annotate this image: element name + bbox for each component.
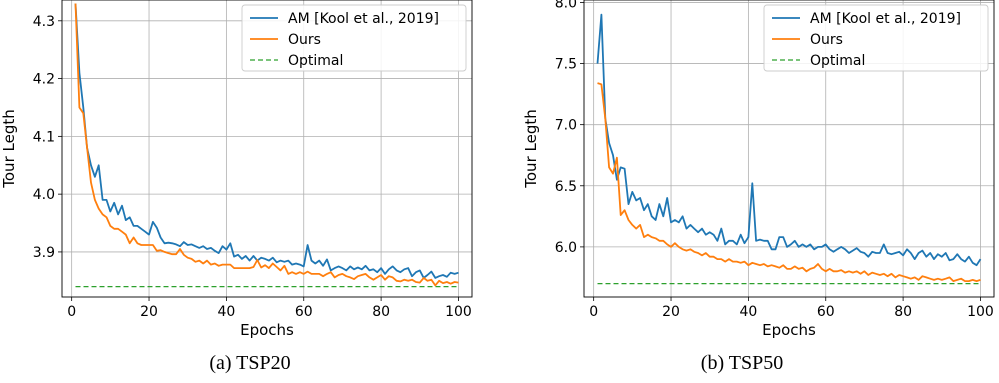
y-tick-label: 7.5 <box>555 57 577 73</box>
x-tick-label: 20 <box>662 304 680 320</box>
legend-label-optimal: Optimal <box>810 53 865 69</box>
legend-label-ours: Ours <box>810 32 843 48</box>
series-line-ours <box>74 3 459 287</box>
chart-panel-tsp50: 0 20 40 60 80 100 6.0 6.5 7.0 7.5 8.0 Epochs Tour Le… <box>500 0 999 383</box>
x-tick-label: 40 <box>217 304 235 320</box>
legend-label-am: AM [Kool et al., 2019] <box>288 11 439 27</box>
x-tick-label: 60 <box>295 304 313 320</box>
y-tick-label: 4.2 <box>33 72 55 88</box>
plot-frame <box>583 0 995 298</box>
legend-box <box>763 4 989 72</box>
series-line-am <box>74 3 459 279</box>
legend-label-optimal: Optimal <box>288 53 343 69</box>
caption-tsp20: (a) TSP20 <box>209 352 291 374</box>
y-tick-label: 6.5 <box>555 179 577 195</box>
x-tick-label: 0 <box>589 304 598 320</box>
legend-box <box>241 4 467 72</box>
y-tick-label: 4.0 <box>33 187 55 203</box>
x-tick-label: 60 <box>817 304 835 320</box>
x-axis-label: Epochs <box>240 321 294 339</box>
y-tick-label: 7.0 <box>555 118 577 134</box>
chart-tsp50: 0 20 40 60 80 100 6.0 6.5 7.0 7.5 8.0 Epochs Tour Le… <box>522 0 995 339</box>
chart-panel-tsp20: 0 20 40 60 80 100 3.9 4.0 4.1 4.2 4.3 Epochs Tour Le… <box>0 0 473 374</box>
x-axis-label: Epochs <box>762 321 816 339</box>
series-line-ours <box>597 82 981 283</box>
chart-tsp20: 0 20 40 60 80 100 3.9 4.0 4.1 4.2 4.3 Epochs Tour Le… <box>0 0 473 339</box>
legend-label-ours: Ours <box>288 32 321 48</box>
x-tick-label: 20 <box>140 304 158 320</box>
legend: AM [Kool et al., 2019] Ours Optimal <box>763 4 989 72</box>
x-tick-label: 80 <box>894 304 912 320</box>
y-tick-label: 4.3 <box>33 14 55 30</box>
y-tick-label: 4.1 <box>33 129 55 145</box>
legend-label-am: AM [Kool et al., 2019] <box>810 11 961 27</box>
x-tick-label: 100 <box>445 304 472 320</box>
y-tick-label: 8.0 <box>555 0 577 11</box>
plot-frame <box>61 0 473 298</box>
y-tick-label: 3.9 <box>33 245 55 261</box>
y-tick-label: 6.0 <box>555 240 577 256</box>
x-tick-label: 0 <box>67 304 76 320</box>
legend: AM [Kool et al., 2019] Ours Optimal <box>241 4 467 72</box>
caption-tsp50: (b) TSP50 <box>700 352 784 374</box>
x-tick-label: 100 <box>967 304 994 320</box>
x-tick-label: 40 <box>739 304 757 320</box>
series-line-am <box>596 13 982 267</box>
y-axis-label: Tour Legth <box>522 109 540 188</box>
y-axis-label: Tour Legth <box>0 109 18 188</box>
x-tick-label: 80 <box>372 304 390 320</box>
